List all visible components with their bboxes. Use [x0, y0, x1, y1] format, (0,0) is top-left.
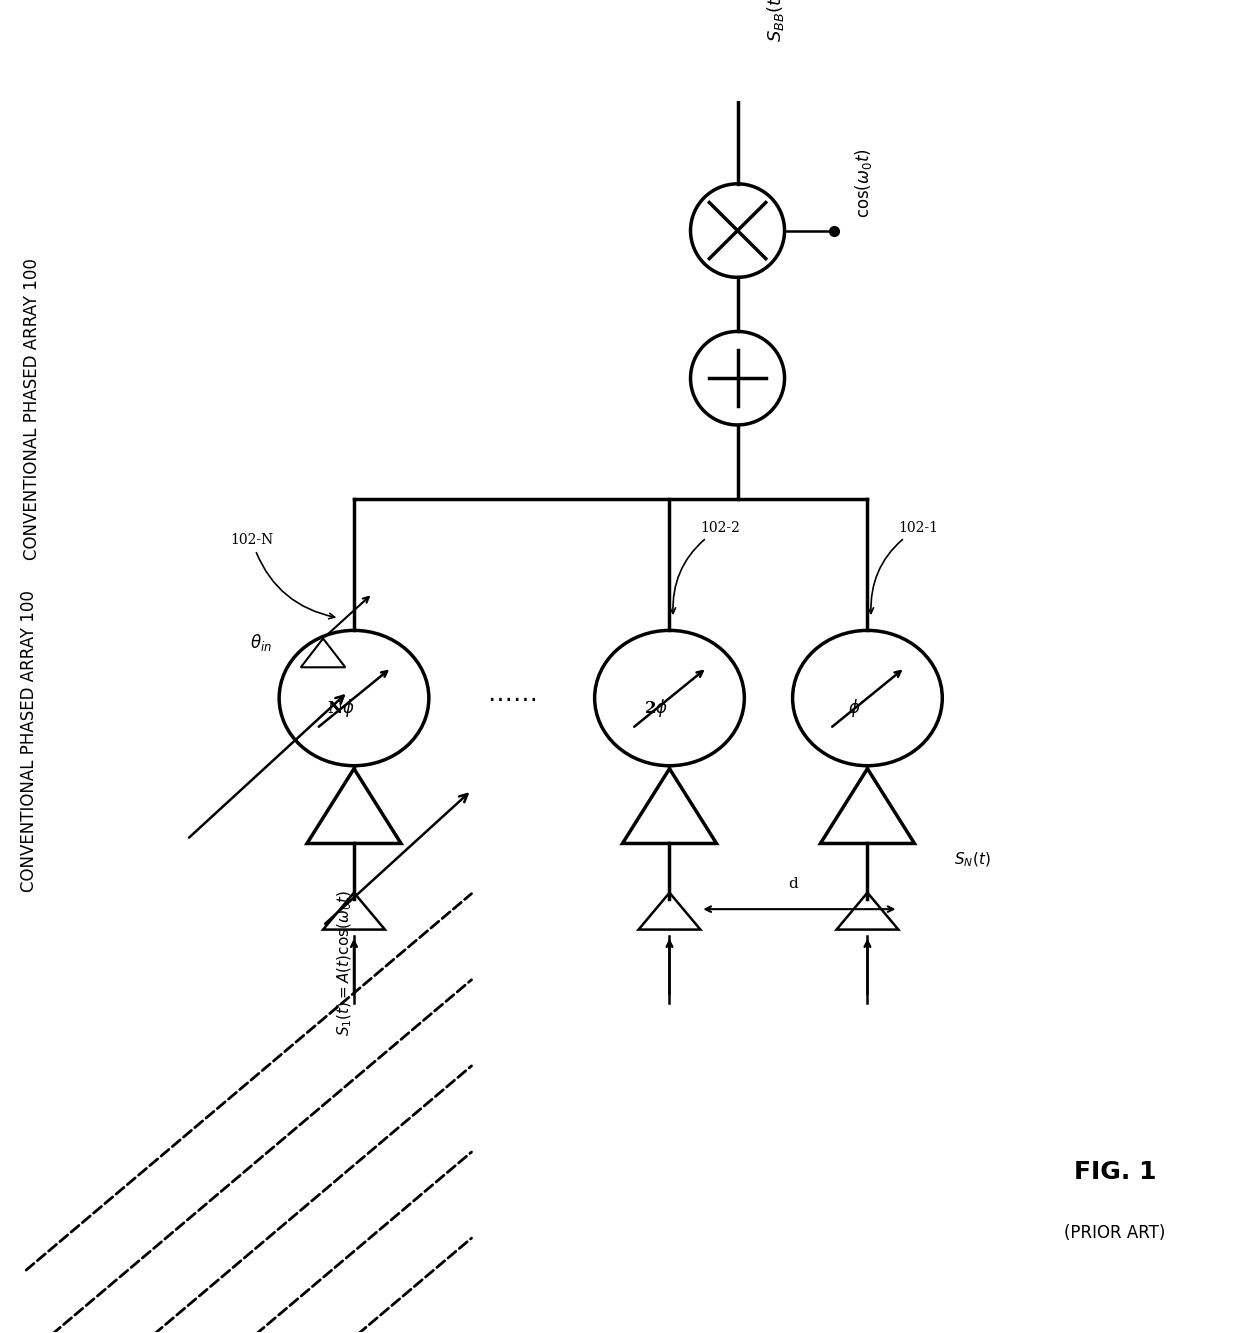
Text: 102-1: 102-1: [868, 521, 939, 613]
Text: $\theta_{in}$: $\theta_{in}$: [250, 632, 273, 653]
Text: 102-2: 102-2: [670, 521, 740, 613]
Text: $\cdots\cdots$: $\cdots\cdots$: [487, 686, 536, 709]
Text: $S_N(t)$: $S_N(t)$: [954, 850, 991, 869]
Text: $S_{BB}(t)$: $S_{BB}(t)$: [765, 0, 786, 43]
Text: CONVENTIONAL PHASED ARRAY 100: CONVENTIONAL PHASED ARRAY 100: [20, 591, 37, 892]
Text: (PRIOR ART): (PRIOR ART): [1064, 1224, 1166, 1242]
Text: FIG. 1: FIG. 1: [1074, 1160, 1156, 1184]
Text: $\cos(\omega_0 t)$: $\cos(\omega_0 t)$: [853, 148, 874, 219]
Text: 2$\phi$: 2$\phi$: [644, 697, 668, 720]
Text: $\phi$: $\phi$: [848, 697, 861, 720]
Text: N$\phi$: N$\phi$: [326, 697, 355, 720]
Text: $S_1(t)=A(t)\cos(\omega_0 t)$: $S_1(t)=A(t)\cos(\omega_0 t)$: [336, 889, 353, 1036]
Text: 102-N: 102-N: [231, 533, 335, 619]
Text: d: d: [789, 877, 799, 890]
Text: CONVENTIONAL PHASED ARRAY 100: CONVENTIONAL PHASED ARRAY 100: [24, 259, 41, 560]
